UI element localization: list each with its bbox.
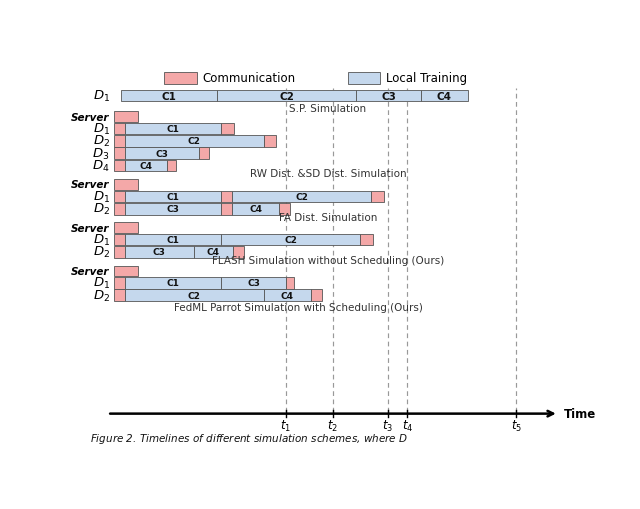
FancyBboxPatch shape <box>233 247 244 258</box>
Text: C4: C4 <box>437 92 452 101</box>
FancyBboxPatch shape <box>114 247 125 258</box>
Text: Server: Server <box>71 223 110 233</box>
FancyBboxPatch shape <box>125 191 221 203</box>
FancyBboxPatch shape <box>221 123 234 135</box>
Text: $D_2$: $D_2$ <box>93 245 110 260</box>
Text: Server: Server <box>71 266 110 276</box>
FancyBboxPatch shape <box>114 234 125 246</box>
Text: C1: C1 <box>166 279 179 288</box>
Text: $t_3$: $t_3$ <box>382 418 393 434</box>
FancyBboxPatch shape <box>114 277 125 289</box>
Text: C2: C2 <box>280 92 294 101</box>
Text: C1: C1 <box>166 236 179 245</box>
FancyBboxPatch shape <box>125 204 221 215</box>
Text: Local Training: Local Training <box>386 72 467 85</box>
FancyBboxPatch shape <box>199 148 209 160</box>
Text: Server: Server <box>71 180 110 190</box>
FancyBboxPatch shape <box>114 290 125 301</box>
Text: C3: C3 <box>166 205 179 214</box>
FancyBboxPatch shape <box>348 73 380 84</box>
FancyBboxPatch shape <box>164 73 196 84</box>
FancyBboxPatch shape <box>114 204 125 215</box>
Text: RW Dist. &SD Dist. Simulation: RW Dist. &SD Dist. Simulation <box>250 169 406 179</box>
Text: C2: C2 <box>295 192 308 202</box>
FancyBboxPatch shape <box>125 136 264 147</box>
Text: $D_2$: $D_2$ <box>93 202 110 217</box>
FancyBboxPatch shape <box>310 290 321 301</box>
Text: C1: C1 <box>166 192 179 202</box>
FancyBboxPatch shape <box>356 91 420 102</box>
Text: C3: C3 <box>247 279 260 288</box>
Text: FedML Parrot Simulation with Scheduling (Ours): FedML Parrot Simulation with Scheduling … <box>174 303 422 313</box>
Text: C3: C3 <box>381 92 396 101</box>
FancyBboxPatch shape <box>221 191 232 203</box>
Text: Communication: Communication <box>202 72 296 85</box>
Text: $D_4$: $D_4$ <box>92 159 110 174</box>
FancyBboxPatch shape <box>286 277 294 289</box>
Text: $D_1$: $D_1$ <box>93 89 110 104</box>
Text: $D_2$: $D_2$ <box>93 288 110 303</box>
Text: $D_1$: $D_1$ <box>93 233 110 248</box>
FancyBboxPatch shape <box>280 204 291 215</box>
Text: $D_3$: $D_3$ <box>92 146 110 161</box>
Text: C4: C4 <box>280 291 294 300</box>
FancyBboxPatch shape <box>114 266 138 276</box>
FancyBboxPatch shape <box>125 148 199 160</box>
FancyBboxPatch shape <box>125 234 221 246</box>
FancyBboxPatch shape <box>371 191 383 203</box>
Text: $t_5$: $t_5$ <box>511 418 522 434</box>
FancyBboxPatch shape <box>232 204 280 215</box>
Text: C3: C3 <box>153 248 166 257</box>
Text: Time: Time <box>564 407 596 420</box>
FancyBboxPatch shape <box>264 136 276 147</box>
Text: C2: C2 <box>188 137 200 146</box>
FancyBboxPatch shape <box>125 247 194 258</box>
Text: $D_1$: $D_1$ <box>93 122 110 137</box>
FancyBboxPatch shape <box>420 91 468 102</box>
Text: C3: C3 <box>156 149 168 158</box>
FancyBboxPatch shape <box>125 123 221 135</box>
Text: C4: C4 <box>140 162 152 171</box>
Text: $D_1$: $D_1$ <box>93 276 110 291</box>
FancyBboxPatch shape <box>221 234 360 246</box>
Text: $D_2$: $D_2$ <box>93 134 110 149</box>
Text: FLASH Simulation without Scheduling (Ours): FLASH Simulation without Scheduling (Our… <box>212 256 444 265</box>
FancyBboxPatch shape <box>167 160 176 172</box>
FancyBboxPatch shape <box>221 277 286 289</box>
FancyBboxPatch shape <box>121 91 218 102</box>
FancyBboxPatch shape <box>114 148 125 160</box>
Text: FA Dist. Simulation: FA Dist. Simulation <box>279 212 377 222</box>
Text: $t_2$: $t_2$ <box>328 418 339 434</box>
FancyBboxPatch shape <box>114 191 125 203</box>
Text: Figure 2. Timelines of different simulation schemes, where $D$: Figure 2. Timelines of different simulat… <box>90 431 408 445</box>
Text: $D_1$: $D_1$ <box>93 189 110 205</box>
Text: C2: C2 <box>284 236 297 245</box>
FancyBboxPatch shape <box>125 277 221 289</box>
Text: S.P. Simulation: S.P. Simulation <box>289 103 367 114</box>
Text: $t_1$: $t_1$ <box>280 418 291 434</box>
FancyBboxPatch shape <box>114 160 125 172</box>
Text: C1: C1 <box>166 125 179 134</box>
FancyBboxPatch shape <box>194 247 233 258</box>
Text: C4: C4 <box>207 248 220 257</box>
FancyBboxPatch shape <box>125 160 167 172</box>
Text: Server: Server <box>71 112 110 122</box>
FancyBboxPatch shape <box>114 123 125 135</box>
FancyBboxPatch shape <box>221 204 232 215</box>
FancyBboxPatch shape <box>360 234 372 246</box>
FancyBboxPatch shape <box>114 136 125 147</box>
Text: C1: C1 <box>161 92 177 101</box>
FancyBboxPatch shape <box>114 112 138 123</box>
FancyBboxPatch shape <box>218 91 356 102</box>
FancyBboxPatch shape <box>264 290 310 301</box>
FancyBboxPatch shape <box>232 191 371 203</box>
Text: $t_4$: $t_4$ <box>402 418 413 434</box>
FancyBboxPatch shape <box>125 290 264 301</box>
FancyBboxPatch shape <box>114 223 138 234</box>
FancyBboxPatch shape <box>114 180 138 190</box>
Text: C2: C2 <box>188 291 200 300</box>
Text: C4: C4 <box>250 205 262 214</box>
